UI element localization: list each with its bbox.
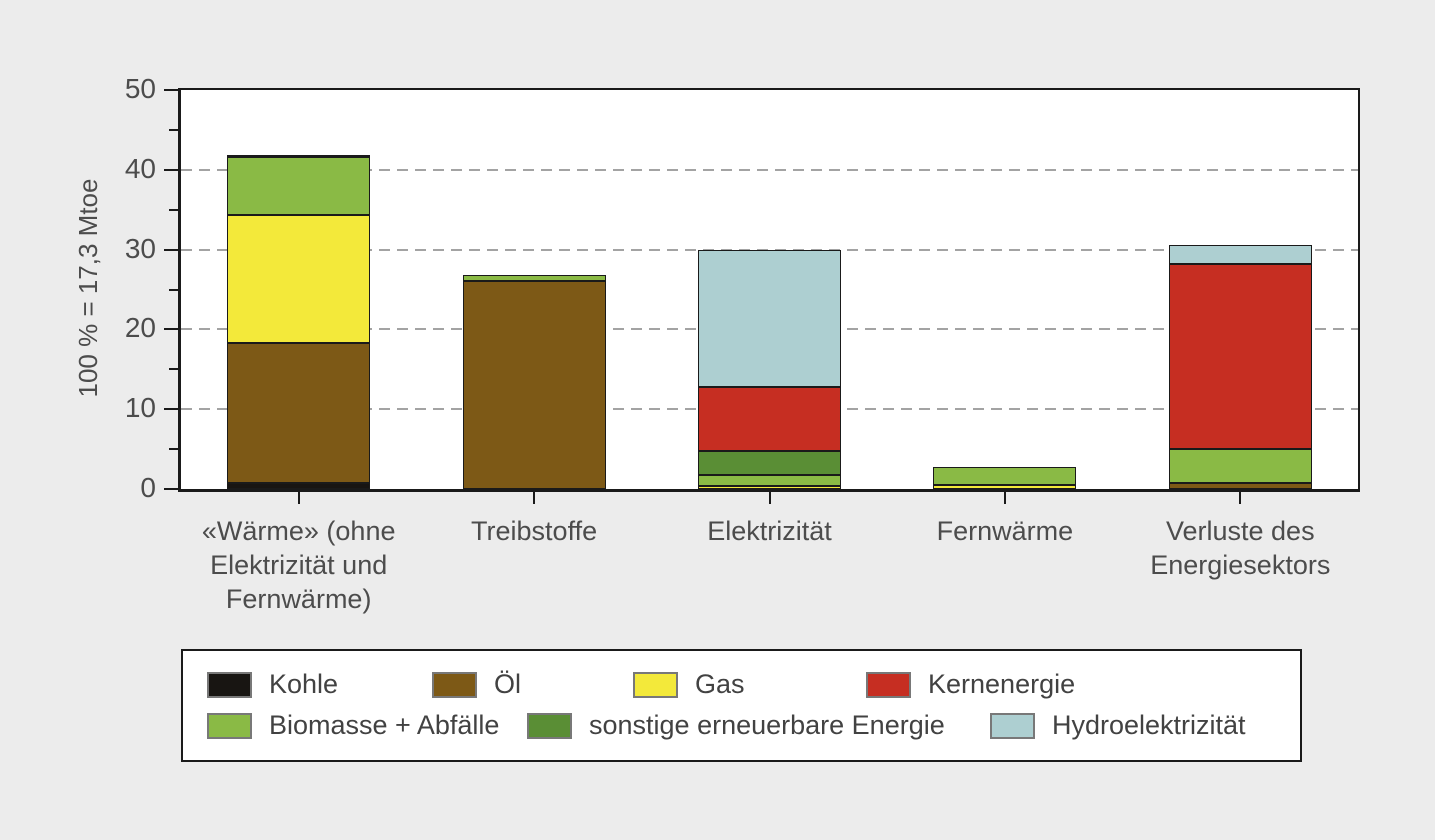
legend-item: Kohle <box>207 669 338 700</box>
y-tick-10 <box>164 408 178 411</box>
gridline-40 <box>181 168 1358 171</box>
y-tick-50 <box>164 89 178 91</box>
bar-segment-öl <box>1168 483 1312 489</box>
legend-swatch-kernenergie <box>866 671 911 698</box>
bar-segment-kernenergie <box>1168 264 1312 449</box>
y-tick-label: 40 <box>124 152 156 184</box>
bar-segment-hydroelektrizit-t <box>697 250 841 387</box>
y-minor-tick-5 <box>169 448 178 451</box>
legend-item: Kernenergie <box>866 669 1075 700</box>
legend-item: Öl <box>432 669 521 700</box>
y-tick-40 <box>164 168 178 171</box>
bar-slot <box>652 90 887 489</box>
y-minor-tick-35 <box>169 208 178 211</box>
y-minor-tick-15 <box>169 368 178 371</box>
bar-segment-gas <box>227 215 371 343</box>
x-tick <box>297 492 300 504</box>
stacked-bar <box>1168 245 1312 489</box>
legend-label: Kernenergie <box>928 669 1076 699</box>
stacked-bar <box>697 250 841 489</box>
bar-slot <box>887 90 1122 489</box>
bar-slot <box>181 90 416 489</box>
bar-segment-biomasse-abf-lle <box>462 275 606 281</box>
stacked-bar <box>462 275 606 489</box>
y-tick-30 <box>164 248 178 251</box>
x-category-label: «Wärme» (ohne Elektrizität und Fernwärme) <box>171 514 426 616</box>
legend-label: Biomasse + Abfälle <box>269 710 500 740</box>
bar-slot <box>1123 90 1358 489</box>
bar-segment-biomasse-abf-lle <box>227 157 371 215</box>
legend-box: Kohle Öl Gas Kernenergie Biomasse + Abfälle s… <box>181 649 1302 762</box>
legend-label: Hydroelektrizität <box>1052 710 1246 740</box>
legend-swatch-öl <box>432 671 477 698</box>
bar-segment-biomasse-abf-lle <box>1168 449 1312 483</box>
legend-label: Gas <box>695 669 745 699</box>
x-tick <box>533 492 536 504</box>
legend-item: sonstige erneuerbare Energie <box>527 710 945 741</box>
legend-item: Hydroelektrizität <box>990 710 1246 741</box>
x-category-label-line: «Wärme» (ohne <box>201 516 396 546</box>
x-category-label: Verluste des Energiesektors <box>1113 514 1368 582</box>
bar-segment-biomasse-abf-lle <box>933 467 1077 485</box>
bar-segment-gas <box>697 486 841 489</box>
bar-segment-biomasse-abf-lle <box>697 475 841 486</box>
stacked-bar <box>227 155 371 489</box>
y-minor-tick-45 <box>169 128 178 131</box>
y-tick-label: 10 <box>124 392 156 424</box>
legend-swatch-gas <box>633 671 678 698</box>
legend-label: Öl <box>494 669 521 699</box>
x-category-label: Fernwärme <box>877 514 1132 548</box>
bar-slot <box>416 90 651 489</box>
x-category-label-line: Elektrizität und <box>210 550 388 580</box>
bar-segment-hydroelektrizit-t <box>1168 245 1312 264</box>
legend-label: Kohle <box>269 669 339 699</box>
legend-item: Gas <box>633 669 745 700</box>
bar-segment-kohle <box>227 483 371 489</box>
y-tick-label: 30 <box>124 232 156 264</box>
y-minor-tick-25 <box>169 288 178 291</box>
x-category-label: Elektrizität <box>642 514 897 548</box>
plot-area <box>178 88 1360 492</box>
x-tick <box>768 492 771 504</box>
legend-label: sonstige erneuerbare Energie <box>589 710 945 740</box>
y-tick-0 <box>164 488 178 490</box>
legend-swatch-sonstige-erneuerbare-energie <box>527 712 572 739</box>
x-category-label-line: Verluste des <box>1165 516 1315 546</box>
x-category-label: Treibstoffe <box>406 514 661 548</box>
x-tick <box>1239 492 1242 504</box>
y-tick-20 <box>164 328 178 331</box>
bars-layer <box>181 90 1358 489</box>
legend-item: Biomasse + Abfälle <box>207 710 499 741</box>
x-tick <box>1003 492 1006 504</box>
gridline-30 <box>181 248 1358 251</box>
bar-segment-öl <box>227 343 371 483</box>
x-category-label-line: Fernwärme <box>936 516 1074 546</box>
x-category-label-line: Treibstoffe <box>471 516 598 546</box>
x-category-label-line: Energiesektors <box>1150 550 1331 580</box>
legend-swatch-biomasse-abf-lle <box>207 712 252 739</box>
bar-segment-gas <box>933 485 1077 489</box>
y-tick-label: 20 <box>124 312 156 344</box>
x-category-label-line: Elektrizität <box>707 516 832 546</box>
y-tick-label: 0 <box>140 472 156 503</box>
bar-segment-sonstige-erneuerbare-energie <box>227 155 371 157</box>
legend-swatch-hydroelektrizit-t <box>990 712 1035 739</box>
y-tick-label: 50 <box>124 73 156 104</box>
bar-segment-kernenergie <box>697 387 841 451</box>
bar-segment-öl <box>462 281 606 489</box>
bar-segment-sonstige-erneuerbare-energie <box>697 451 841 475</box>
stacked-bar <box>933 467 1077 489</box>
legend-swatch-kohle <box>207 671 252 698</box>
x-category-label-line: Fernwärme) <box>225 584 372 614</box>
